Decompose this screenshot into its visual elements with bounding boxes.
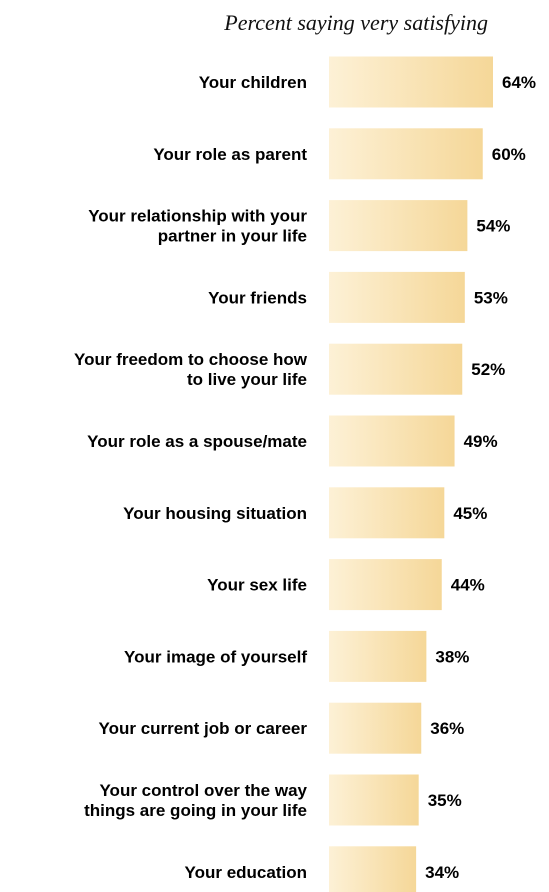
value-label: 35% [428, 791, 462, 810]
category-label-line: Your role as a spouse/mate [87, 432, 307, 451]
category-label: Your children [199, 73, 307, 92]
category-label: Your friends [208, 288, 307, 307]
value-label: 64% [502, 73, 536, 92]
bar [329, 702, 422, 754]
bar [329, 415, 455, 467]
bar [329, 56, 493, 108]
category-label: Your role as parent [153, 145, 307, 164]
category-label: Your role as a spouse/mate [87, 432, 307, 451]
category-label-line: Your friends [208, 288, 307, 307]
value-label: 44% [451, 576, 485, 595]
value-label: 34% [425, 863, 459, 882]
value-label: 45% [453, 504, 487, 523]
bar [329, 128, 483, 180]
category-label: Your freedom to choose how to live your l… [74, 350, 308, 389]
category-label-line: Your current job or career [99, 719, 308, 738]
value-label: 52% [471, 360, 505, 379]
bar [329, 487, 445, 539]
category-label-line: Your relationship with your [88, 207, 307, 226]
category-label: Your image of yourself [124, 647, 307, 666]
category-label: Your housing situation [123, 504, 307, 523]
category-label-line: to live your life [187, 370, 307, 389]
category-label-line: Your control over the way [99, 781, 307, 800]
category-label: Your education [185, 863, 307, 882]
category-labels-layer: Your children Your role as parent Your rel… [74, 73, 308, 882]
bar [329, 200, 468, 252]
bar [329, 271, 465, 323]
value-label: 49% [464, 432, 498, 451]
bar [329, 846, 417, 892]
category-label-line: Your sex life [207, 576, 307, 595]
category-label: Your relationship with your partner in yo… [88, 207, 307, 246]
value-labels-layer: 64% 60% 54% 53% 52% 49% 45% 44% 38% 36% 35% 34% [425, 73, 536, 882]
category-label-line: Your housing situation [123, 504, 307, 523]
bar [329, 774, 419, 826]
value-label: 60% [492, 145, 526, 164]
value-label: 36% [430, 719, 464, 738]
category-label: Your sex life [207, 576, 307, 595]
bar [329, 343, 463, 395]
category-label-line: Your role as parent [153, 145, 307, 164]
category-label-line: Your children [199, 73, 307, 92]
category-label-line: Your freedom to choose how [74, 350, 308, 369]
category-label-line: Your image of yourself [124, 647, 307, 666]
value-label: 53% [474, 288, 508, 307]
chart-title: Percent saying very satisfying [224, 10, 488, 35]
value-label: 54% [476, 217, 510, 236]
category-label-line: Your education [185, 863, 307, 882]
category-label: Your current job or career [99, 719, 308, 738]
bar [329, 630, 427, 682]
bar [329, 559, 442, 611]
category-label-line: things are going in your life [84, 801, 307, 820]
category-label-line: partner in your life [158, 227, 307, 246]
bars-layer [329, 56, 493, 892]
category-label: Your control over the way things are goin… [84, 781, 307, 820]
value-label: 38% [435, 647, 469, 666]
